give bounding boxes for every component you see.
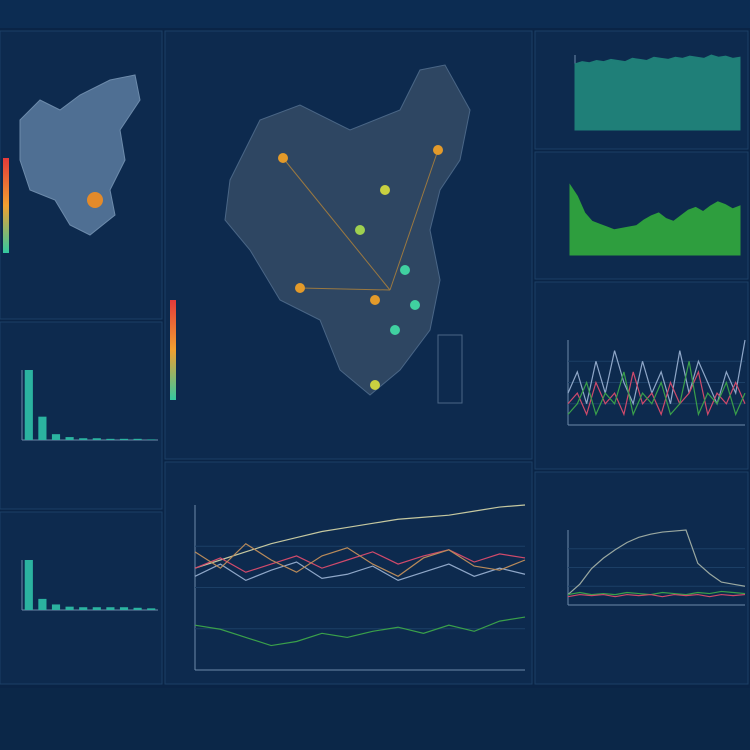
area xyxy=(569,183,741,256)
route xyxy=(282,157,391,291)
line xyxy=(194,561,526,582)
bar xyxy=(38,416,47,440)
panel xyxy=(534,471,749,685)
line xyxy=(194,542,526,577)
bar xyxy=(79,438,88,440)
map-routes xyxy=(282,149,439,291)
panel xyxy=(0,511,163,685)
route xyxy=(299,287,391,291)
line xyxy=(567,361,746,417)
map xyxy=(19,74,141,236)
bar xyxy=(38,598,47,610)
bar xyxy=(24,560,33,610)
panel xyxy=(164,461,533,685)
map-marker xyxy=(370,295,380,305)
map-marker xyxy=(87,192,103,208)
map-marker xyxy=(410,300,420,310)
bar xyxy=(147,439,156,440)
line xyxy=(567,590,746,596)
panel xyxy=(534,281,749,470)
bar xyxy=(119,438,129,440)
route xyxy=(389,149,439,291)
footer xyxy=(0,688,750,750)
header xyxy=(0,0,750,28)
bar xyxy=(106,607,115,610)
map-inset xyxy=(437,334,463,404)
map-marker xyxy=(380,185,390,195)
map-marker xyxy=(400,265,410,275)
bar xyxy=(92,607,101,610)
legend-gradient xyxy=(3,158,9,253)
bar xyxy=(51,434,61,440)
bar xyxy=(119,607,129,610)
bar xyxy=(51,604,61,610)
bar xyxy=(147,608,156,610)
map-marker xyxy=(390,325,400,335)
bar xyxy=(106,438,115,440)
bar xyxy=(79,607,88,610)
legend-gradient xyxy=(170,300,176,400)
line xyxy=(567,529,746,596)
map-marker xyxy=(370,380,380,390)
bar xyxy=(65,606,74,610)
bar xyxy=(24,370,33,440)
panel xyxy=(0,321,163,510)
bar xyxy=(92,438,101,440)
area xyxy=(574,54,741,131)
map-marker xyxy=(355,225,365,235)
bar xyxy=(65,437,74,440)
bar xyxy=(133,438,142,440)
line xyxy=(194,504,526,569)
line xyxy=(567,339,746,406)
line xyxy=(567,593,746,598)
map xyxy=(224,64,471,396)
line xyxy=(567,369,746,417)
bar xyxy=(133,607,142,610)
line xyxy=(194,616,526,647)
